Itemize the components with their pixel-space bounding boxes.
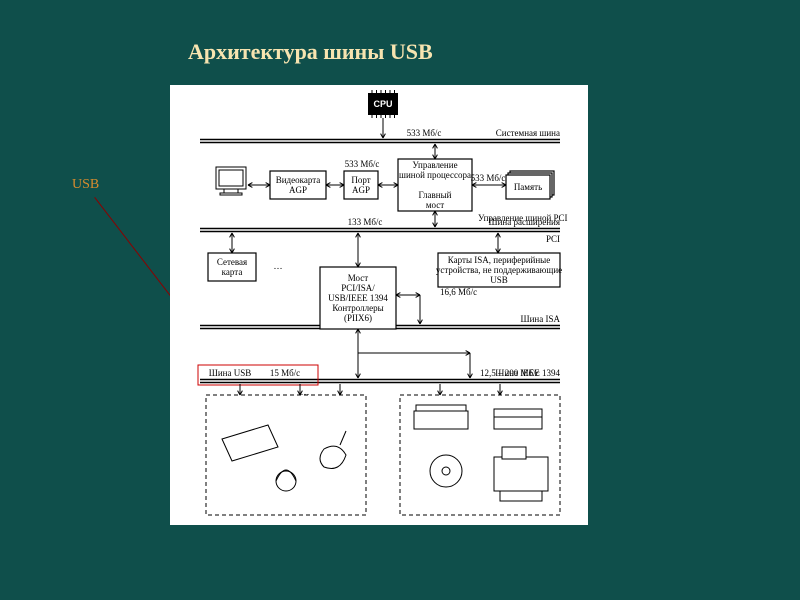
svg-text:Память: Память bbox=[514, 182, 542, 192]
svg-text:AGP: AGP bbox=[352, 185, 370, 195]
svg-text:мост: мост bbox=[426, 200, 444, 210]
svg-text:шиной процессора: шиной процессора bbox=[399, 170, 471, 180]
svg-text:533 Мб/с: 533 Мб/с bbox=[407, 128, 442, 138]
svg-text:16,6 Мб/с: 16,6 Мб/с bbox=[440, 287, 477, 297]
slide: Архитектура шины USB USB CPU Системная ши… bbox=[0, 0, 800, 600]
svg-text:Управление: Управление bbox=[412, 160, 457, 170]
svg-text:(PIIX6): (PIIX6) bbox=[344, 313, 372, 323]
svg-text:USB/IEEE 1394: USB/IEEE 1394 bbox=[328, 293, 388, 303]
svg-text:CPU: CPU bbox=[373, 99, 392, 109]
svg-text:Управление шиной PCI: Управление шиной PCI bbox=[478, 213, 568, 223]
diagram-svg: CPUСистемная шинаШина расширенияPCIШина … bbox=[170, 85, 588, 525]
svg-text:12,5 – 200 Мб/с: 12,5 – 200 Мб/с bbox=[480, 368, 540, 378]
slide-title: Архитектура шины USB bbox=[188, 39, 433, 65]
svg-text:Системная шина: Системная шина bbox=[496, 128, 560, 138]
svg-text:15 Мб/с: 15 Мб/с bbox=[270, 368, 300, 378]
svg-text:Сетевая: Сетевая bbox=[217, 257, 247, 267]
svg-text:PCI: PCI bbox=[546, 234, 560, 244]
diagram-container: CPUСистемная шинаШина расширенияPCIШина … bbox=[170, 85, 588, 525]
svg-text:устройства, не поддерживающие: устройства, не поддерживающие bbox=[436, 265, 562, 275]
usb-side-label: USB bbox=[72, 177, 99, 193]
svg-text:Мост: Мост bbox=[348, 273, 368, 283]
svg-text:133 Мб/с: 133 Мб/с bbox=[348, 217, 383, 227]
svg-text:…: … bbox=[274, 261, 283, 271]
svg-text:Шина ISA: Шина ISA bbox=[521, 314, 561, 324]
svg-text:PCI/ISA/: PCI/ISA/ bbox=[341, 283, 375, 293]
svg-text:533 Мб/с: 533 Мб/с bbox=[345, 159, 380, 169]
svg-text:AGP: AGP bbox=[289, 185, 307, 195]
svg-text:Видеокарта: Видеокарта bbox=[276, 175, 321, 185]
svg-text:Карты ISA, периферийные: Карты ISA, периферийные bbox=[448, 255, 550, 265]
svg-text:Шина USB: Шина USB bbox=[209, 368, 251, 378]
svg-text:USB: USB bbox=[490, 275, 508, 285]
svg-text:533 Мб/с: 533 Мб/с bbox=[471, 173, 506, 183]
svg-text:Главный: Главный bbox=[419, 190, 452, 200]
svg-text:Порт: Порт bbox=[351, 175, 370, 185]
svg-text:Контроллеры: Контроллеры bbox=[332, 303, 383, 313]
svg-text:карта: карта bbox=[222, 267, 243, 277]
